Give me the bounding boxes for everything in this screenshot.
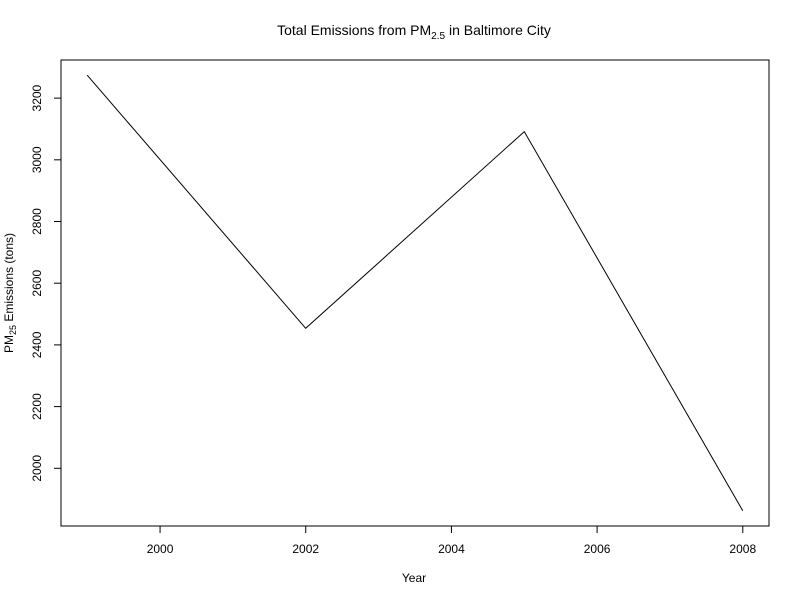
y-tick-label: 3000 <box>30 146 44 173</box>
y-axis: 2000 2200 2400 2600 2800 3000 3200 <box>30 84 61 482</box>
x-axis-label: Year <box>402 571 426 585</box>
x-tick-label: 2004 <box>438 542 465 556</box>
x-tick-label: 2008 <box>729 542 756 556</box>
x-tick-label: 2000 <box>147 542 174 556</box>
title-subscript: 2.5 <box>431 31 445 42</box>
title-suffix: in Baltimore City <box>445 22 551 38</box>
title-prefix: Total Emissions from <box>277 22 410 38</box>
x-tick-label: 2006 <box>584 542 611 556</box>
x-tick-label: 2002 <box>292 542 319 556</box>
y-tick-label: 2000 <box>30 455 44 482</box>
y-axis-label-pm: PM <box>2 335 16 353</box>
y-axis-label: PM25 Emissions (tons) <box>2 233 18 353</box>
y-tick-label: 2200 <box>30 393 44 420</box>
y-tick-label: 2600 <box>30 270 44 297</box>
y-tick-label: 2400 <box>30 331 44 358</box>
title-pm: PM <box>410 22 431 38</box>
y-axis-label-suffix: Emissions (tons) <box>2 233 16 325</box>
series-group <box>86 74 744 512</box>
y-tick-label: 2800 <box>30 208 44 235</box>
y-axis-label-subscript: 25 <box>8 325 18 335</box>
y-tick-label: 3200 <box>30 84 44 111</box>
chart-title: Total Emissions from PM2.5 in Baltimore … <box>277 22 551 42</box>
x-axis: 2000 2002 2004 2006 2008 <box>147 526 756 556</box>
plot-frame <box>60 59 770 527</box>
series-line <box>86 74 744 512</box>
